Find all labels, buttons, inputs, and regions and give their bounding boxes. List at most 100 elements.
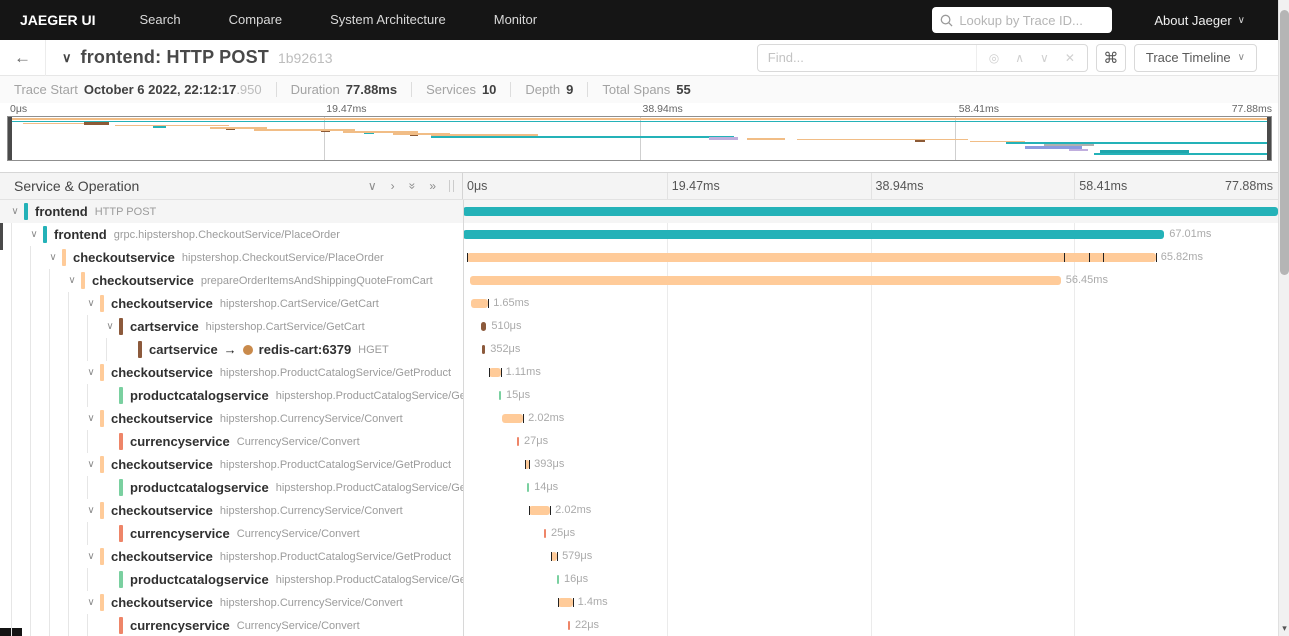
span-bar-cell[interactable]: 67.01ms bbox=[463, 223, 1278, 246]
find-input[interactable] bbox=[757, 44, 976, 71]
span-row[interactable]: ∨ checkoutservice hipstershop.ProductCatal… bbox=[0, 361, 1278, 384]
span-duration-bar[interactable] bbox=[481, 345, 486, 354]
span-duration-bar[interactable] bbox=[470, 299, 489, 308]
span-bar-cell[interactable]: 65.82ms bbox=[463, 246, 1278, 269]
minimap-span-segment bbox=[210, 127, 267, 129]
span-duration-bar[interactable] bbox=[525, 460, 530, 469]
scrollbar-thumb[interactable] bbox=[1280, 10, 1289, 275]
span-row[interactable]: productcatalogservice hipstershop.Product… bbox=[0, 476, 1278, 499]
nav-item-search[interactable]: Search bbox=[139, 12, 181, 27]
span-bar-cell[interactable]: 56.45ms bbox=[463, 269, 1278, 292]
span-duration-bar[interactable] bbox=[470, 276, 1061, 285]
span-duration-bar[interactable] bbox=[558, 598, 573, 607]
span-duration-bar[interactable] bbox=[463, 230, 1165, 239]
span-row[interactable]: ∨ checkoutservice hipstershop.ProductCatal… bbox=[0, 545, 1278, 568]
span-row[interactable]: ∨ checkoutservice hipstershop.CurrencyServ… bbox=[0, 407, 1278, 430]
span-bar-cell[interactable]: 2.02ms bbox=[463, 499, 1278, 522]
trace-lookup-box[interactable] bbox=[932, 7, 1113, 33]
expand-chevron-icon[interactable]: ∨ bbox=[87, 367, 95, 378]
expand-chevron-icon[interactable]: ∨ bbox=[87, 298, 95, 309]
span-bar-cell[interactable]: 1.65ms bbox=[463, 292, 1278, 315]
scroll-down-arrow-icon[interactable]: ▾ bbox=[1282, 623, 1287, 633]
span-duration-bar[interactable] bbox=[498, 391, 502, 400]
expand-chevron-icon[interactable]: ∨ bbox=[87, 597, 95, 608]
span-bar-cell[interactable]: 352μs bbox=[463, 338, 1278, 361]
span-row[interactable]: productcatalogservice hipstershop.Product… bbox=[0, 384, 1278, 407]
trace-lookup-input[interactable] bbox=[959, 12, 1105, 28]
span-bar-cell[interactable]: 1.4ms bbox=[463, 591, 1278, 614]
expand-chevron-icon[interactable]: ∨ bbox=[11, 206, 19, 217]
span-bar-cell[interactable]: 15μs bbox=[463, 384, 1278, 407]
vertical-scrollbar[interactable]: ▾ bbox=[1278, 0, 1289, 636]
span-duration-bar[interactable] bbox=[529, 506, 551, 515]
span-log-tick bbox=[572, 598, 574, 607]
collapse-one-icon[interactable]: ∨ bbox=[367, 179, 377, 193]
back-button[interactable]: ← bbox=[0, 39, 46, 76]
span-duration-bar[interactable] bbox=[480, 322, 487, 331]
span-duration-bar[interactable] bbox=[516, 437, 520, 446]
app-logo[interactable]: JAEGER UI bbox=[20, 12, 96, 28]
span-duration-bar[interactable] bbox=[527, 483, 530, 492]
collapse-trace-chevron[interactable]: ∨ bbox=[62, 49, 72, 65]
span-bar-cell[interactable] bbox=[463, 200, 1278, 223]
span-row[interactable]: productcatalogservice hipstershop.Product… bbox=[0, 568, 1278, 591]
focus-match-icon[interactable]: ◎ bbox=[988, 50, 1000, 65]
span-row[interactable]: ∨ frontend grpc.hipstershop.CheckoutServic… bbox=[0, 223, 1278, 246]
minimap-right-handle[interactable] bbox=[1267, 117, 1271, 160]
span-row[interactable]: currencyservice CurrencyService/Convert 27… bbox=[0, 430, 1278, 453]
span-bar-cell[interactable]: 16μs bbox=[463, 568, 1278, 591]
keyboard-shortcuts-button[interactable]: ⌘ bbox=[1095, 43, 1126, 72]
trace-view-selector[interactable]: Trace Timeline ∨ bbox=[1133, 43, 1257, 72]
span-row[interactable]: ∨ checkoutservice hipstershop.CartService/… bbox=[0, 292, 1278, 315]
span-duration-bar[interactable] bbox=[551, 552, 558, 561]
expand-all-icon[interactable]: » bbox=[429, 179, 436, 193]
column-resize-grip[interactable] bbox=[449, 180, 454, 192]
span-row[interactable]: ∨ checkoutservice hipstershop.CheckoutServ… bbox=[0, 246, 1278, 269]
span-bar-cell[interactable]: 1.11ms bbox=[463, 361, 1278, 384]
span-duration-bar[interactable] bbox=[466, 253, 1156, 262]
span-duration-bar[interactable] bbox=[543, 529, 547, 538]
expand-one-icon[interactable]: › bbox=[390, 179, 395, 193]
next-match-icon[interactable]: ∨ bbox=[1040, 50, 1049, 65]
nav-item-monitor[interactable]: Monitor bbox=[493, 12, 538, 27]
span-row[interactable]: currencyservice CurrencyService/Convert 25… bbox=[0, 522, 1278, 545]
span-duration-bar[interactable] bbox=[567, 621, 570, 630]
timeline-minimap[interactable] bbox=[7, 116, 1272, 161]
span-row[interactable]: ∨ checkoutservice hipstershop.ProductCatal… bbox=[0, 453, 1278, 476]
span-row[interactable]: ∨ checkoutservice hipstershop.CurrencyServ… bbox=[0, 499, 1278, 522]
about-jaeger-menu[interactable]: About Jaeger ∨ bbox=[1154, 12, 1245, 28]
span-row[interactable]: ∨ frontend HTTP POST bbox=[0, 200, 1278, 223]
prev-match-icon[interactable]: ∧ bbox=[1015, 50, 1025, 65]
expand-chevron-icon[interactable]: ∨ bbox=[87, 551, 95, 562]
nav-item-system-architecture[interactable]: System Architecture bbox=[330, 12, 446, 27]
collapse-all-icon[interactable]: » bbox=[404, 182, 419, 190]
expand-chevron-icon[interactable]: ∨ bbox=[106, 321, 114, 332]
span-bar-cell[interactable]: 579μs bbox=[463, 545, 1278, 568]
span-bar-cell[interactable]: 510μs bbox=[463, 315, 1278, 338]
expand-chevron-icon[interactable]: ∨ bbox=[30, 229, 38, 240]
span-bar-cell[interactable]: 27μs bbox=[463, 430, 1278, 453]
expand-chevron-icon[interactable]: ∨ bbox=[87, 413, 95, 424]
expand-chevron-icon[interactable]: ∨ bbox=[87, 505, 95, 516]
expand-chevron-icon[interactable]: ∨ bbox=[49, 252, 57, 263]
minimap-left-handle[interactable] bbox=[8, 117, 12, 160]
span-bar-cell[interactable]: 2.02ms bbox=[463, 407, 1278, 430]
span-duration-bar[interactable] bbox=[502, 414, 524, 423]
span-row[interactable]: currencyservice CurrencyService/Convert 22… bbox=[0, 614, 1278, 636]
span-bar-cell[interactable]: 14μs bbox=[463, 476, 1278, 499]
span-row[interactable]: cartservice → redis-cart:6379 HGET 352μs bbox=[0, 338, 1278, 361]
span-row[interactable]: ∨ checkoutservice prepareOrderItemsAndShip… bbox=[0, 269, 1278, 292]
span-row[interactable]: ∨ checkoutservice hipstershop.CurrencyServ… bbox=[0, 591, 1278, 614]
span-bar-cell[interactable]: 393μs bbox=[463, 453, 1278, 476]
expand-chevron-icon[interactable]: ∨ bbox=[87, 459, 95, 470]
expand-chevron-icon[interactable]: ∨ bbox=[68, 275, 76, 286]
span-duration-bar[interactable] bbox=[463, 207, 1278, 216]
nav-item-compare[interactable]: Compare bbox=[228, 12, 283, 27]
span-duration-bar[interactable] bbox=[488, 368, 501, 377]
span-duration-bar[interactable] bbox=[556, 575, 559, 584]
clear-find-icon[interactable]: ✕ bbox=[1064, 50, 1075, 65]
span-row[interactable]: ∨ cartservice hipstershop.CartService/GetC… bbox=[0, 315, 1278, 338]
span-bar-cell[interactable]: 22μs bbox=[463, 614, 1278, 636]
span-bar-cell[interactable]: 25μs bbox=[463, 522, 1278, 545]
minimap-span-segment bbox=[797, 138, 968, 140]
